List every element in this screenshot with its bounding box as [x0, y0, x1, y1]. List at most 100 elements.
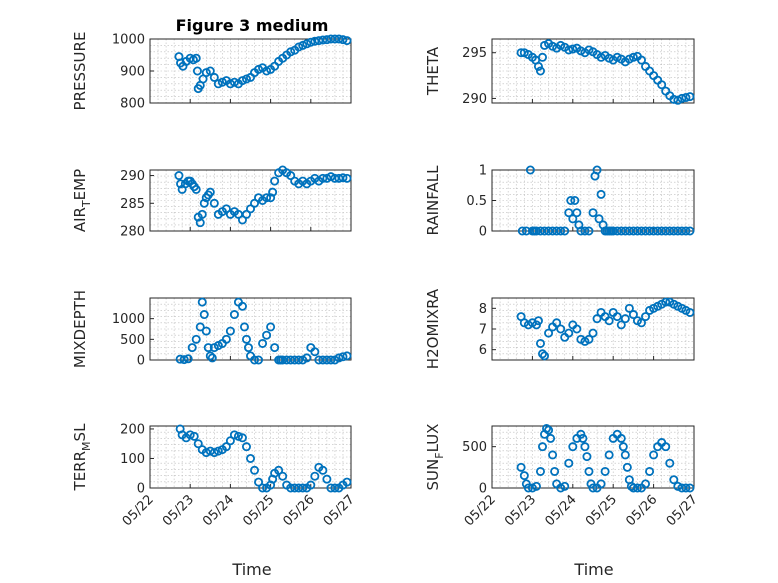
data-point [185, 430, 195, 440]
data-point [681, 226, 691, 236]
data-point [197, 297, 207, 307]
y-tick-label: 0.5 [466, 194, 487, 209]
y-tick-label: 0 [479, 225, 487, 240]
x-tick-label: 05/23 [160, 492, 197, 529]
data-point [594, 214, 604, 224]
data-point [681, 93, 691, 103]
data-point [519, 471, 529, 481]
data-point [294, 355, 304, 365]
data-point [612, 312, 622, 322]
data-point [618, 442, 628, 452]
series-markers [517, 165, 695, 236]
data-point [207, 353, 217, 363]
data-point [516, 462, 526, 472]
data-point [584, 226, 594, 236]
data-point [342, 173, 352, 183]
x-tick-label: 05/24 [200, 492, 237, 529]
x-axis-label-left: Time [231, 560, 271, 579]
data-point [314, 36, 324, 46]
data-point [266, 193, 276, 203]
data-point [195, 322, 205, 332]
data-point [179, 355, 189, 365]
data-point [604, 316, 614, 326]
y-tick-label: 500 [120, 333, 145, 348]
data-point [540, 351, 550, 361]
data-point [318, 465, 328, 475]
data-point [632, 483, 642, 493]
data-point [588, 483, 598, 493]
x-tick-label: 05/25 [240, 492, 277, 529]
data-point [326, 355, 336, 365]
data-point [588, 328, 598, 338]
data-point [546, 433, 556, 443]
data-point [221, 334, 231, 344]
series-markers [174, 34, 352, 94]
data-point [342, 351, 352, 361]
data-point [239, 322, 249, 332]
series-markers [175, 424, 352, 493]
data-point [564, 458, 574, 468]
data-point [533, 316, 543, 326]
data-point [556, 324, 566, 334]
data-point [192, 66, 202, 76]
data-point [258, 483, 268, 493]
y-tick-label: 290 [462, 92, 487, 107]
data-point [622, 462, 632, 472]
data-point [334, 353, 344, 363]
subplot-5: 0 500 1000 MIXDEPTH [71, 290, 352, 369]
grid-lines [491, 170, 695, 231]
data-point [568, 214, 578, 224]
data-point [310, 347, 320, 357]
data-point [322, 474, 332, 484]
y-tick-label: 1000 [112, 33, 145, 48]
data-point [229, 310, 239, 320]
y-axis-label: RAINFALL [424, 165, 442, 236]
data-point [544, 328, 554, 338]
data-point [250, 465, 260, 475]
data-point [649, 450, 659, 460]
data-point [233, 431, 243, 441]
series-markers [516, 297, 695, 361]
y-axis-label: PRESSURE [71, 32, 89, 111]
data-point [262, 330, 272, 340]
data-point [566, 195, 576, 205]
x-tick-label: 05/24 [543, 492, 580, 529]
data-point [191, 53, 201, 63]
x-tick-label: 05/26 [623, 492, 660, 529]
subplot-6: 6 7 8 H2OMIXRA [424, 288, 695, 369]
data-point [225, 436, 235, 446]
data-point [584, 334, 594, 344]
data-point [270, 343, 280, 353]
x-tick-label: 05/26 [281, 492, 318, 529]
x-tick-label: 05/23 [502, 492, 539, 529]
data-point [564, 328, 574, 338]
axes-box [491, 38, 695, 104]
y-axis-label: SUNFLUX [424, 424, 446, 491]
axes-box [149, 425, 352, 489]
data-point [628, 310, 638, 320]
y-tick-label: 800 [120, 97, 145, 112]
data-point [191, 184, 201, 194]
data-point [568, 442, 578, 452]
data-point [620, 450, 630, 460]
data-point [596, 189, 606, 199]
data-point [306, 37, 316, 47]
data-point [245, 453, 255, 463]
data-point [203, 343, 213, 353]
data-point [525, 165, 535, 175]
data-point [568, 44, 578, 54]
data-point [201, 326, 211, 336]
data-point [278, 471, 288, 481]
data-point [209, 198, 219, 208]
data-point [592, 165, 602, 175]
y-tick-label: 7 [479, 323, 487, 338]
data-point [645, 466, 655, 476]
data-point [318, 35, 328, 45]
subplot-2: 290 295 THETA [424, 38, 695, 107]
x-tick-label: 05/22 [120, 492, 157, 529]
data-point [661, 86, 671, 96]
subplot-4: 0 0.5 1 RAINFALL [424, 164, 695, 240]
data-point [685, 483, 695, 493]
grid-lines [149, 426, 352, 488]
